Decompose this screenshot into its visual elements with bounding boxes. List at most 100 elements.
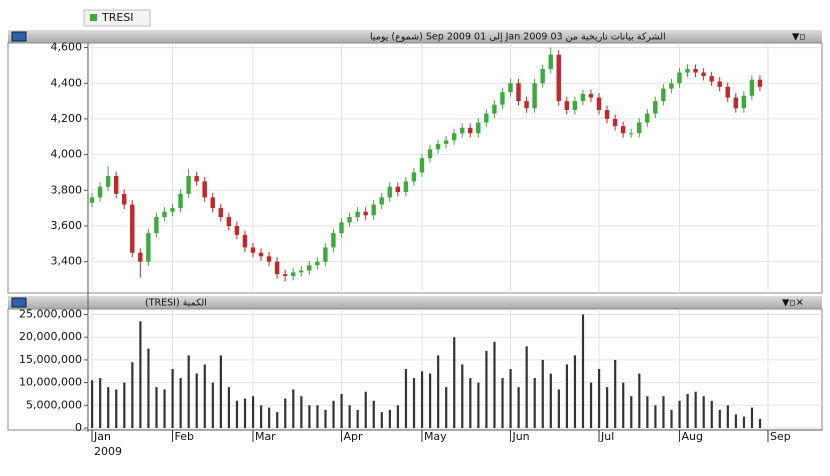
volume-bar — [614, 359, 617, 428]
candle-body — [725, 86, 730, 98]
candle-body — [331, 233, 336, 248]
volume-bar — [115, 389, 118, 428]
candle-body — [709, 76, 714, 82]
candle-body — [363, 211, 368, 216]
x-tick-label: Jan — [93, 430, 111, 443]
y-tick-label: 4,400 — [51, 76, 83, 89]
volume-bar — [219, 355, 222, 428]
candle-body — [580, 93, 586, 102]
volume-bar — [573, 355, 577, 428]
header-controls[interactable]: ▼▫ — [792, 32, 806, 43]
candle-body — [105, 176, 111, 187]
candle-body — [556, 54, 561, 102]
window-icon — [11, 297, 27, 308]
candle-body — [492, 104, 497, 114]
volume-header-text: الكمية (TRESI) — [145, 298, 207, 309]
candle-body — [154, 217, 159, 234]
y-tick-label: 15,000,000 — [19, 353, 82, 366]
volume-bar — [517, 387, 520, 428]
candle-body — [532, 83, 537, 109]
volume-bar — [171, 369, 174, 428]
candle-body — [757, 79, 763, 87]
volume-bar — [404, 369, 408, 428]
candle-body — [299, 270, 304, 273]
volume-bar — [147, 348, 150, 428]
volume-bar — [678, 400, 681, 428]
volume-bar — [139, 321, 142, 428]
volume-bar — [227, 387, 231, 428]
volume-bar — [99, 378, 102, 428]
volume-bar — [501, 378, 504, 428]
candle-body — [604, 110, 610, 119]
volume-bar — [332, 400, 335, 428]
candle-body — [202, 181, 207, 198]
volume-bar — [702, 396, 705, 428]
candle-body — [226, 217, 232, 226]
volume-bar — [131, 362, 134, 428]
candle-body — [443, 140, 449, 144]
volume-bar — [348, 405, 351, 428]
candle-body — [516, 83, 521, 102]
volume-bar — [340, 393, 343, 428]
candle-body — [645, 113, 650, 123]
candle-body — [323, 247, 328, 262]
candle-body — [258, 252, 264, 257]
candle-body — [484, 113, 489, 123]
candle-body — [451, 133, 457, 141]
candle-body — [178, 193, 183, 209]
volume-bar — [372, 400, 375, 428]
volume-bar — [638, 373, 641, 428]
candle-body — [548, 54, 553, 69]
candle-body — [435, 143, 441, 150]
volume-bar — [509, 369, 512, 428]
y-tick-label: 4,600 — [51, 41, 83, 54]
candle-body — [572, 101, 578, 111]
volume-bar — [356, 409, 359, 428]
candle-body — [89, 197, 95, 203]
volume-bar — [453, 337, 456, 428]
y-tick-label: 5,000,000 — [26, 398, 82, 411]
candle-body — [628, 133, 634, 135]
volume-bar — [485, 350, 488, 428]
header-controls[interactable]: ▼▫✕ — [782, 298, 804, 309]
volume-bar — [292, 389, 295, 428]
candle-body — [387, 186, 392, 198]
volume-bar — [622, 382, 625, 428]
candle-body — [379, 197, 384, 205]
candle-body — [162, 211, 167, 218]
volume-bar — [203, 364, 206, 428]
volume-bar — [565, 364, 568, 428]
y-tick-label: 4,200 — [51, 112, 83, 125]
volume-bar — [726, 405, 729, 428]
x-tick-label: May — [424, 430, 447, 443]
candle-body — [476, 122, 481, 134]
candle-body — [218, 208, 223, 218]
price-header — [8, 30, 822, 43]
candle-body — [669, 83, 674, 89]
candle-body — [564, 101, 570, 111]
candle-body — [637, 122, 642, 134]
candle-body — [266, 256, 272, 262]
volume-bar — [541, 359, 544, 428]
volume-bar — [300, 396, 303, 428]
volume-bar — [243, 398, 247, 428]
volume-bar — [412, 378, 416, 428]
candle-body — [170, 208, 175, 212]
candle-body — [395, 186, 401, 193]
candle-body — [733, 97, 739, 109]
candle-body — [186, 176, 191, 194]
candle-body — [97, 186, 103, 198]
candle-body — [355, 211, 360, 218]
volume-bar — [123, 382, 126, 428]
y-tick-label: 3,800 — [51, 183, 83, 196]
candle-body — [508, 83, 513, 93]
candle-body — [468, 127, 473, 134]
x-tick-label: Apr — [343, 430, 363, 443]
candle-body — [701, 72, 706, 77]
volume-bar — [718, 409, 721, 428]
candle-body — [371, 204, 376, 216]
volume-bar — [686, 393, 689, 428]
candle-body — [347, 217, 352, 223]
candle-body — [411, 172, 417, 182]
candle-body — [403, 181, 409, 193]
